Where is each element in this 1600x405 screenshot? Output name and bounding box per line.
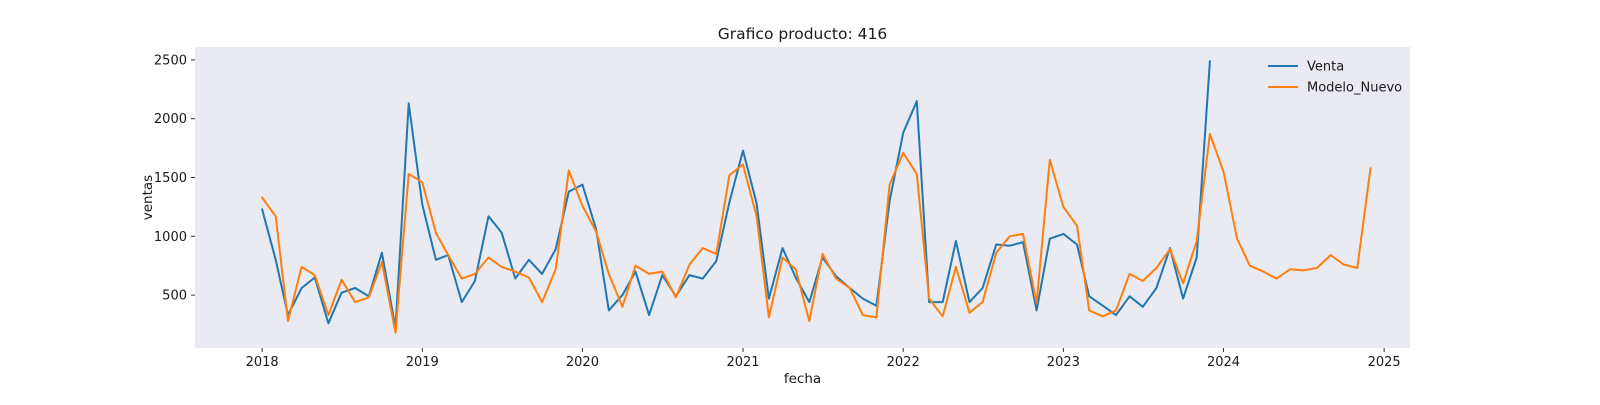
x-tick-label: 2021 [726, 355, 759, 370]
x-tick-label: 2020 [566, 355, 599, 370]
y-axis-label: ventas [140, 175, 156, 220]
x-tick-label: 2022 [887, 355, 920, 370]
y-tick-label: 1000 [154, 230, 187, 245]
y-tick-label: 2000 [154, 112, 187, 127]
series-line-venta [261, 60, 1211, 329]
x-tick-label: 2025 [1368, 355, 1401, 370]
tick-marks [191, 59, 1385, 352]
legend-label: Venta [1307, 60, 1344, 75]
legend: Venta Modelo_Nuevo [1268, 60, 1402, 96]
x-tick-label: 2024 [1207, 355, 1240, 370]
y-tick-labels: 500 1000 1500 2000 2500 [154, 53, 187, 303]
y-tick-label: 500 [162, 289, 187, 304]
y-tick-label: 1500 [154, 171, 187, 186]
x-axis-label: fecha [784, 371, 821, 387]
y-tick-label: 2500 [154, 53, 187, 68]
x-tick-label: 2023 [1047, 355, 1080, 370]
legend-label: Modelo_Nuevo [1307, 81, 1402, 96]
x-tick-label: 2018 [246, 355, 279, 370]
x-tick-label: 2019 [406, 355, 439, 370]
x-tick-labels: 2018 2019 2020 2021 2022 2023 2024 2025 [246, 355, 1401, 370]
chart-title: Grafico producto: 416 [718, 25, 887, 43]
series-line-modelo-nuevo [261, 133, 1372, 334]
series-layer [261, 60, 1372, 334]
